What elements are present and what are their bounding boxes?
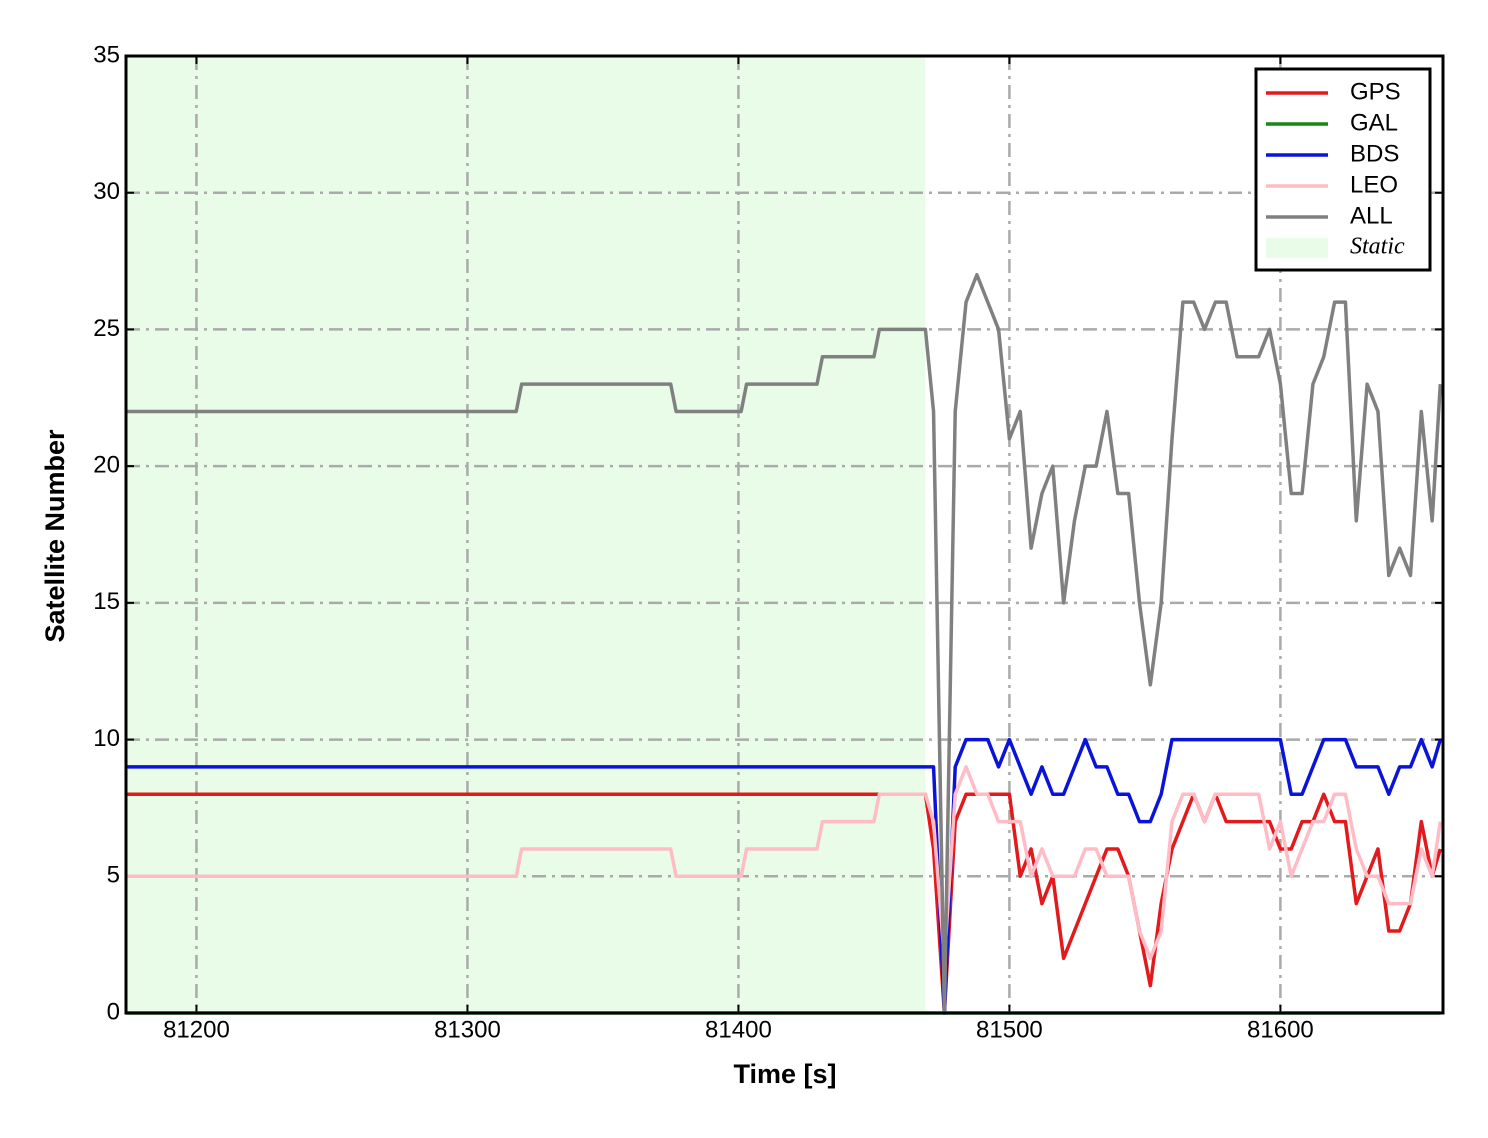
- y-axis-label: Satellite Number: [40, 429, 70, 643]
- legend-label: GPS: [1350, 78, 1401, 105]
- x-tick-label: 81200: [163, 1016, 230, 1043]
- legend-label: BDS: [1350, 140, 1399, 167]
- y-tick-label: 5: [107, 862, 120, 889]
- series-line: [126, 765, 1443, 961]
- y-tick-label: 25: [93, 315, 120, 342]
- y-tick-label: 20: [93, 451, 120, 478]
- legend-swatch: [1266, 238, 1328, 258]
- x-tick-label: 81500: [976, 1016, 1043, 1043]
- static-region: [126, 56, 926, 1013]
- y-tick-label: 15: [93, 588, 120, 615]
- x-tick-label: 81400: [705, 1016, 772, 1043]
- legend-label: Static: [1350, 234, 1405, 260]
- x-tick-label: 81600: [1247, 1016, 1314, 1043]
- x-axis-label: Time [s]: [733, 1059, 836, 1089]
- series-line: [126, 272, 1443, 1015]
- y-tick-label: 30: [93, 178, 120, 205]
- plot-frame: [124, 54, 1445, 1015]
- legend-label: ALL: [1350, 202, 1393, 229]
- legend-box: [1254, 67, 1432, 272]
- y-tick-label: 35: [93, 41, 120, 68]
- y-tick-label: 10: [93, 725, 120, 752]
- x-tick-label: 81300: [434, 1016, 501, 1043]
- legend-label: GAL: [1350, 109, 1398, 136]
- y-tick-label: 0: [107, 998, 120, 1025]
- legend-label: LEO: [1350, 171, 1398, 198]
- series-line: [126, 737, 1442, 1015]
